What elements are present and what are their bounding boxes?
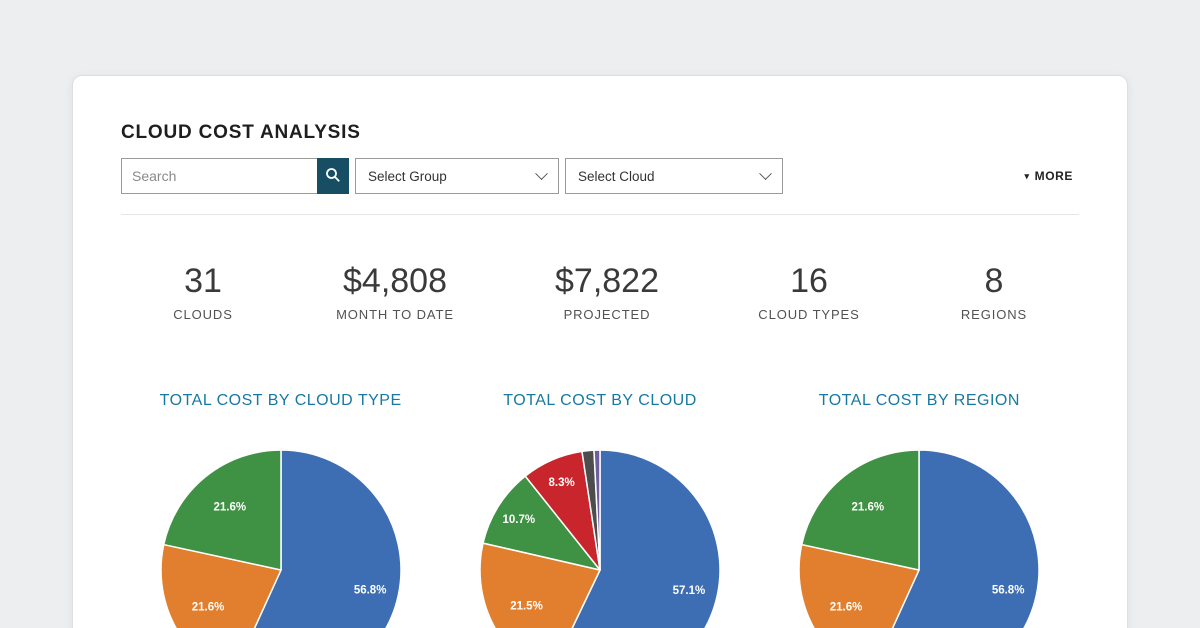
search-input[interactable] [121,158,317,194]
dashboard-card: CLOUD COST ANALYSIS Select Group Select … [72,75,1128,628]
divider [121,214,1079,215]
pie-slice[interactable] [593,449,601,571]
stat-label: PROJECTED [563,307,651,322]
stat-regions: 8 REGIONS [909,261,1079,322]
charts-row: TOTAL COST BY CLOUD TYPE 56.8% 21.6% 21.6%… [121,392,1079,628]
pie-slice[interactable] [482,475,601,571]
caret-down-icon: ▾ [1024,170,1030,181]
pie-slice[interactable] [159,543,282,628]
pie-slice-label: 21.6% [830,602,863,614]
more-button[interactable]: ▾ MORE [1018,168,1079,184]
chart-section-region: TOTAL COST BY REGION 56.8% 21.6% 21.6% [760,392,1079,628]
chart-title: TOTAL COST BY CLOUD TYPE [159,392,402,409]
stats-row: 31 CLOUDS $4,808 MONTH TO DATE $7,822 PR… [121,261,1079,322]
pie-slice-label: 21.6% [213,501,246,513]
cloud-select-value: Select Cloud [578,168,655,184]
more-button-label: MORE [1034,169,1073,183]
stat-label: MONTH TO DATE [336,307,454,322]
pie-slice[interactable] [870,449,1041,628]
chevron-down-icon [759,166,772,180]
pie-chart-cloud-type: 56.8% 21.6% 21.6% [159,448,403,628]
stat-value: 16 [790,262,828,300]
pie-chart-cloud: 57.1% 21.5% 10.7% 8.3% [478,448,722,628]
cloud-select[interactable]: Select Cloud [565,158,783,194]
stat-label: CLOUD TYPES [758,307,860,322]
stat-value: 8 [984,262,1004,300]
stat-value: $4,808 [343,262,447,300]
pie-slice[interactable] [162,449,282,571]
pie-slice-label: 10.7% [502,514,535,526]
pie-slice-label: 8.3% [548,477,574,489]
group-select-value: Select Group [368,168,447,184]
pie-slice-label: 21.5% [510,600,543,612]
chevron-down-icon [535,166,548,180]
chart-title: TOTAL COST BY CLOUD [503,392,697,409]
stat-month-to-date: $4,808 MONTH TO DATE [285,261,505,322]
pie-slice[interactable] [231,449,402,628]
pie-slice-label: 57.1% [673,585,706,597]
pie-slice-label: 56.8% [992,584,1025,596]
stat-label: CLOUDS [173,307,233,322]
pie-slice-label: 21.6% [191,602,224,614]
chart-section-cloud: TOTAL COST BY CLOUD 57.1% 21.5% 10.7% 8.3% [440,392,759,628]
search-button[interactable] [317,158,349,194]
pie-slice[interactable] [548,449,721,628]
stat-value: 31 [184,262,222,300]
filter-toolbar: Select Group Select Cloud ▾ MORE [121,158,1079,194]
pie-chart-region: 56.8% 21.6% 21.6% [797,448,1041,628]
stat-clouds: 31 CLOUDS [121,261,285,322]
chart-title: TOTAL COST BY REGION [818,392,1020,409]
pie-slice[interactable] [479,542,601,628]
group-select[interactable]: Select Group [355,158,559,194]
pie-slice-label: 56.8% [353,584,386,596]
pie-slice-label: 21.6% [852,501,885,513]
stat-label: REGIONS [960,307,1028,322]
search-box [121,158,349,194]
search-icon [325,167,341,186]
stat-projected: $7,822 PROJECTED [505,261,709,322]
pie-slice[interactable] [801,449,921,571]
pie-slice[interactable] [798,543,921,628]
page-title: CLOUD COST ANALYSIS [121,122,361,143]
stat-cloud-types: 16 CLOUD TYPES [709,261,909,322]
stat-value: $7,822 [555,262,659,300]
chart-section-cloud-type: TOTAL COST BY CLOUD TYPE 56.8% 21.6% 21.6% [121,392,440,628]
